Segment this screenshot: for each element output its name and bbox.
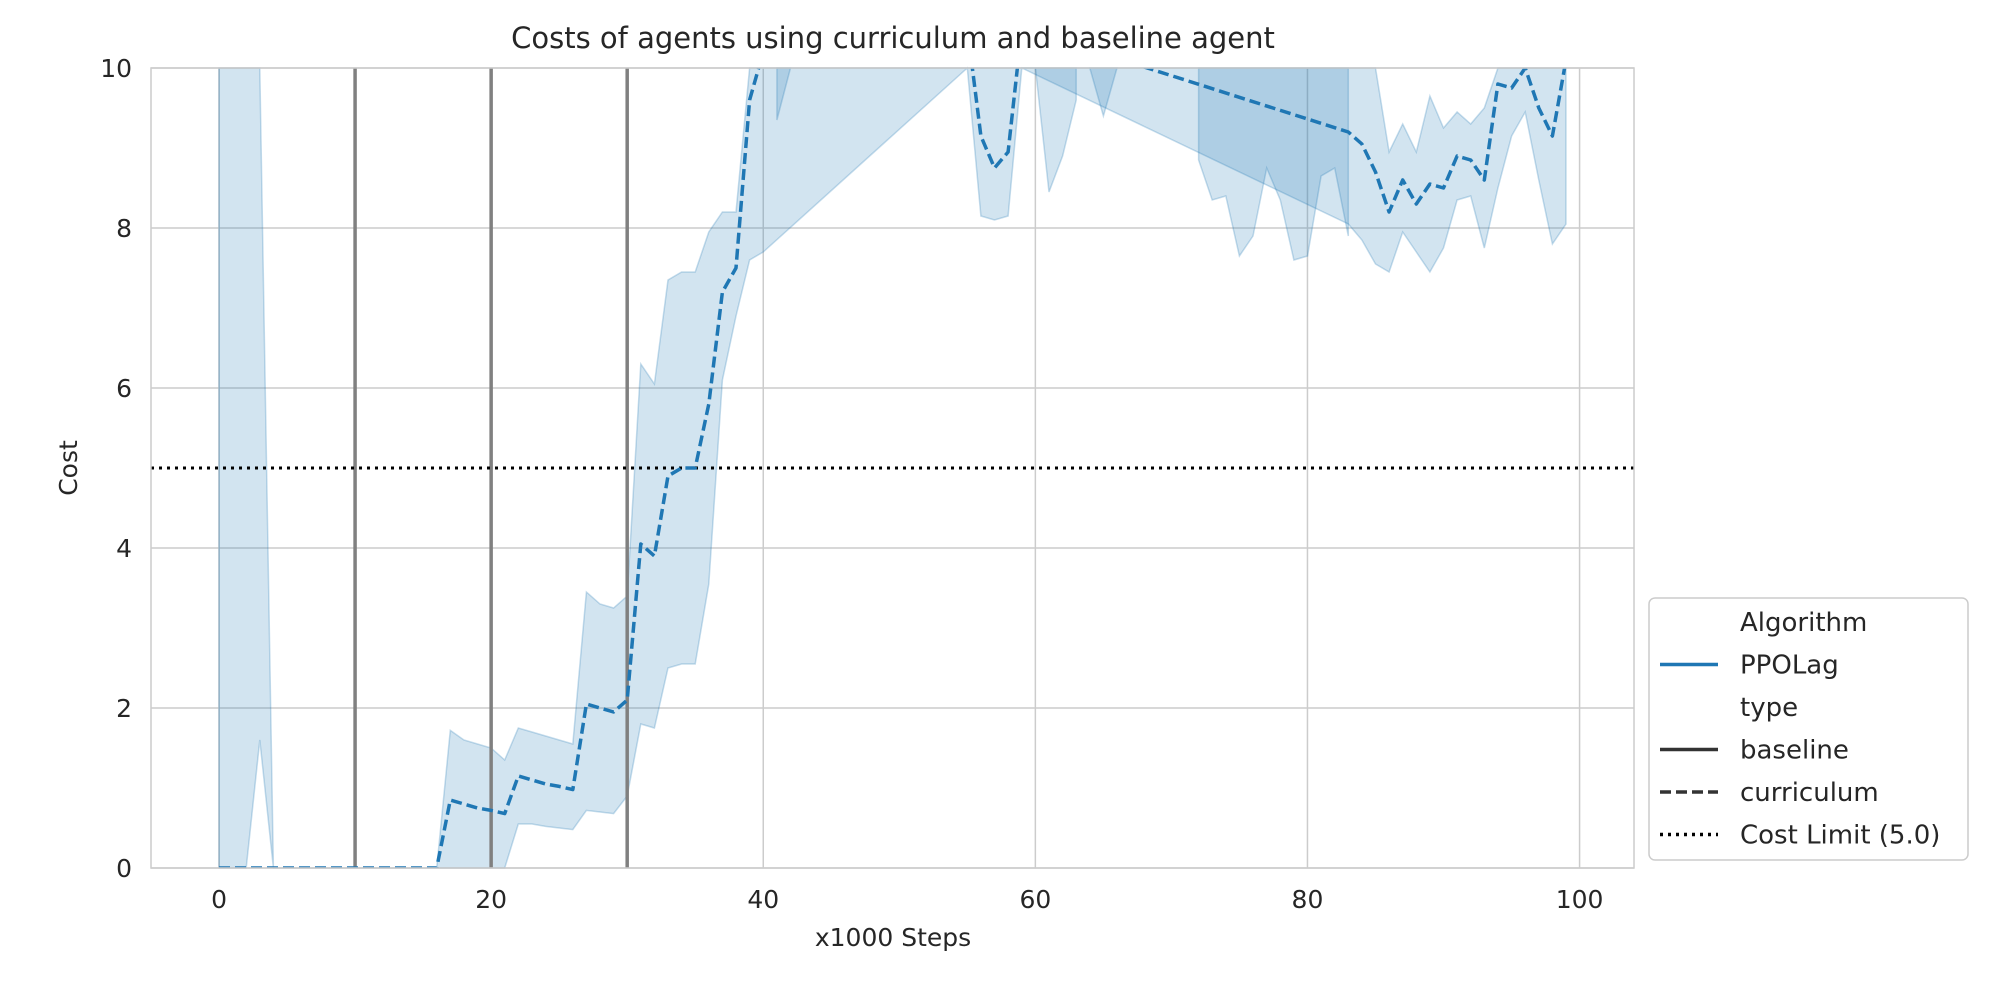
confidence-band (218, 66, 1567, 869)
x-axis-label: x1000 Steps (815, 923, 971, 952)
legend-box (1648, 597, 1969, 861)
confidence-bands (218, 66, 1567, 869)
y-tick-label: 8 (116, 214, 132, 243)
x-tick-label: 40 (747, 885, 779, 914)
legend-label: Cost Limit (5.0) (1740, 821, 1940, 851)
y-axis-label: Cost (54, 440, 83, 496)
x-tick-label: 100 (1556, 885, 1604, 914)
x-axis-ticks: 0 20 40 60 80 100 (211, 885, 1603, 914)
confidence-band (1197, 67, 1350, 261)
x-tick-label: 60 (1019, 885, 1051, 914)
curriculum-change-markers (353, 68, 629, 868)
plot-frame (150, 67, 1635, 869)
y-tick-label: 4 (116, 534, 132, 563)
y-tick-label: 10 (100, 54, 132, 83)
x-tick-label: 0 (211, 885, 227, 914)
y-tick-label: 0 (116, 854, 132, 883)
y-axis-ticks: 0 2 4 6 8 10 (100, 54, 132, 883)
x-tick-label: 80 (1292, 885, 1324, 914)
y-tick-label: 6 (116, 374, 132, 403)
x-tick-label: 20 (475, 885, 507, 914)
legend-label: baseline (1740, 736, 1849, 766)
series-lines (219, 68, 1567, 868)
legend-label: Algorithm (1740, 608, 1867, 638)
confidence-band (1021, 67, 1077, 193)
legend-label: PPOLag (1740, 651, 1839, 681)
legend-label: type (1740, 693, 1798, 723)
legend-label: curriculum (1740, 778, 1879, 808)
legend: Algorithm PPOLag type baseline curriculum Cos… (1648, 597, 1969, 861)
y-tick-label: 2 (116, 694, 132, 723)
series-line-ppolag-curriculum (219, 68, 1567, 868)
chart-title: Costs of agents using curriculum and bas… (511, 21, 1275, 55)
